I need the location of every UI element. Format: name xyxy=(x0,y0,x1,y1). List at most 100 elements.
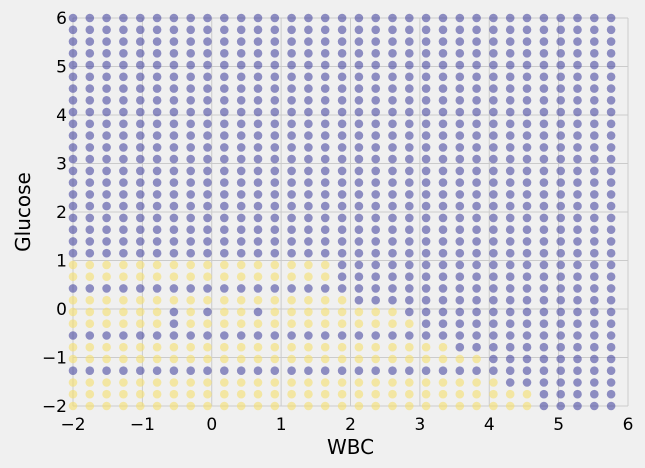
data-point-class-0 xyxy=(337,166,347,176)
data-point-class-0 xyxy=(405,84,414,93)
data-point-class-0 xyxy=(606,96,616,105)
data-point-class-0 xyxy=(253,154,263,164)
data-point-class-0 xyxy=(539,201,549,211)
data-point-class-0 xyxy=(405,37,414,46)
data-point-class-0 xyxy=(556,295,565,305)
data-point-class-1 xyxy=(102,389,111,399)
data-point-class-0 xyxy=(489,49,498,58)
data-point-class-1 xyxy=(320,307,330,317)
data-point-class-0 xyxy=(371,166,381,176)
data-point-class-0 xyxy=(606,178,616,187)
data-point-class-0 xyxy=(522,49,532,58)
data-point-class-0 xyxy=(236,366,246,376)
data-point-class-0 xyxy=(287,366,296,376)
data-point-class-0 xyxy=(455,272,465,282)
data-point-class-0 xyxy=(203,166,212,176)
data-point-class-0 xyxy=(489,225,498,234)
data-point-class-0 xyxy=(337,143,347,152)
data-point-class-0 xyxy=(304,201,313,211)
data-point-class-0 xyxy=(337,72,347,82)
data-point-class-0 xyxy=(573,331,582,340)
data-point-class-0 xyxy=(85,190,95,199)
data-point-class-0 xyxy=(236,60,246,70)
data-point-class-0 xyxy=(590,295,599,305)
data-point-class-0 xyxy=(236,84,246,93)
data-point-class-0 xyxy=(287,119,296,129)
data-point-class-1 xyxy=(68,378,78,387)
data-point-class-1 xyxy=(220,342,229,352)
data-point-class-0 xyxy=(505,237,515,246)
data-point-class-0 xyxy=(388,225,397,234)
data-point-class-1 xyxy=(337,389,347,399)
data-point-class-1 xyxy=(253,260,263,270)
data-point-class-0 xyxy=(489,307,498,317)
data-point-class-1 xyxy=(203,342,212,352)
data-point-class-0 xyxy=(438,366,448,376)
data-point-class-0 xyxy=(136,237,145,246)
data-point-class-1 xyxy=(505,389,515,399)
data-point-class-0 xyxy=(539,272,549,282)
data-point-class-0 xyxy=(388,107,397,117)
data-point-class-0 xyxy=(505,178,515,187)
data-point-class-1 xyxy=(287,378,296,387)
data-point-class-0 xyxy=(472,342,481,352)
data-point-class-0 xyxy=(136,225,145,234)
data-point-class-0 xyxy=(455,119,465,129)
data-point-class-0 xyxy=(304,25,313,35)
x-tick-label: 3 xyxy=(414,415,425,435)
data-point-class-0 xyxy=(438,84,448,93)
data-point-class-0 xyxy=(152,119,162,129)
data-point-class-0 xyxy=(505,13,515,23)
data-point-class-0 xyxy=(354,166,364,176)
data-point-class-0 xyxy=(186,37,195,46)
data-point-class-0 xyxy=(85,366,95,376)
data-point-class-1 xyxy=(152,389,162,399)
data-point-class-0 xyxy=(489,354,498,364)
data-point-class-0 xyxy=(455,331,465,340)
data-point-class-0 xyxy=(590,49,599,58)
data-point-class-1 xyxy=(85,307,95,317)
data-point-class-0 xyxy=(354,190,364,199)
data-point-class-0 xyxy=(489,248,498,258)
data-point-class-0 xyxy=(320,107,330,117)
data-point-class-0 xyxy=(68,237,78,246)
data-point-class-1 xyxy=(287,342,296,352)
data-point-class-1 xyxy=(371,307,381,317)
data-point-class-0 xyxy=(320,225,330,234)
data-point-class-0 xyxy=(304,131,313,140)
data-point-class-1 xyxy=(287,272,296,282)
data-point-class-0 xyxy=(236,201,246,211)
x-axis-label: WBC xyxy=(327,435,374,459)
data-point-class-0 xyxy=(102,154,111,164)
data-point-class-1 xyxy=(152,342,162,352)
data-point-class-0 xyxy=(556,342,565,352)
data-point-class-0 xyxy=(203,107,212,117)
data-point-class-1 xyxy=(405,354,414,364)
data-point-class-0 xyxy=(573,366,582,376)
data-point-class-0 xyxy=(102,119,111,129)
data-point-class-1 xyxy=(388,354,397,364)
data-point-class-0 xyxy=(539,131,549,140)
data-point-class-1 xyxy=(472,401,481,411)
data-point-class-0 xyxy=(169,49,179,58)
data-point-class-1 xyxy=(236,389,246,399)
data-point-class-0 xyxy=(68,331,78,340)
data-point-class-0 xyxy=(287,60,296,70)
data-point-class-0 xyxy=(203,248,212,258)
data-point-class-1 xyxy=(152,319,162,329)
data-point-class-1 xyxy=(186,295,195,305)
data-point-class-1 xyxy=(236,295,246,305)
data-point-class-0 xyxy=(539,37,549,46)
data-point-class-0 xyxy=(270,366,280,376)
data-point-class-0 xyxy=(152,190,162,199)
data-point-class-0 xyxy=(253,213,263,223)
data-point-class-1 xyxy=(136,389,145,399)
data-point-class-0 xyxy=(253,284,263,293)
data-point-class-0 xyxy=(119,201,128,211)
data-point-class-0 xyxy=(539,84,549,93)
data-point-class-1 xyxy=(136,272,145,282)
data-point-class-0 xyxy=(489,107,498,117)
data-point-class-0 xyxy=(455,284,465,293)
data-point-class-1 xyxy=(169,378,179,387)
